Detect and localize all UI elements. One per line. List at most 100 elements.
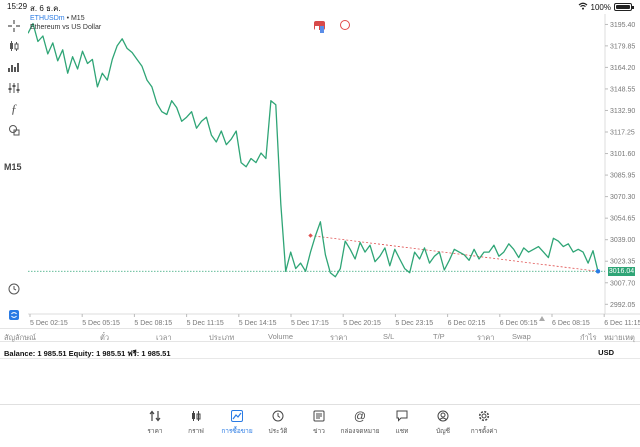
price-tick-label: 3085.95 (610, 173, 635, 180)
crosshair-icon[interactable] (4, 17, 24, 35)
chart-toolbar: ƒ M15 (0, 14, 28, 328)
indicators-icon[interactable] (4, 58, 24, 76)
tab-label: ราคา (147, 428, 163, 435)
chart-description: Ethereum vs US Dollar (30, 24, 102, 31)
balance-summary: Balance: 1 985.51 Equity: 1 985.51 ฟรี: … (4, 349, 171, 358)
price-chart[interactable]: 3195.40 3179.85 3164.20 3148.55 3132.90 3117.… (28, 14, 640, 328)
tab-label: กล่องจดหมาย (340, 428, 380, 435)
col-profit: กำไร (580, 333, 597, 342)
time-tick-label: 6 Dec 02:15 (448, 320, 486, 327)
price-series-line (28, 22, 599, 278)
price-tick-label: 3007.70 (610, 280, 635, 287)
depth-of-market-icon[interactable] (340, 20, 350, 30)
tab-account[interactable]: บัญชี (423, 409, 463, 436)
mailbox-icon: @ (353, 409, 367, 423)
tab-label: แชท (395, 428, 409, 435)
last-price-point (595, 269, 601, 274)
tab-chart[interactable]: กราฟ (176, 409, 216, 436)
settings-icon (477, 409, 491, 423)
col-type: ประเภท (209, 333, 235, 342)
account-balance-row: Balance: 1 985.51 Equity: 1 985.51 ฟรี: … (0, 344, 640, 359)
status-bar: 15:29 ส. 6 ธ.ค. 100% (0, 0, 640, 14)
battery-percent: 100% (590, 2, 611, 12)
col-symbol: สัญลักษณ์ (4, 333, 37, 342)
account-currency: USD (598, 348, 614, 357)
price-tick-label: 3164.20 (610, 65, 635, 72)
col-tp: T/P (433, 332, 445, 341)
col-time: เวลา (156, 333, 172, 342)
chat-icon (395, 409, 409, 423)
account-icon (436, 409, 450, 423)
col-price-current: ราคา (477, 333, 495, 342)
shapes-icon[interactable] (4, 121, 24, 139)
tab-trade[interactable]: การซื้อขาย (217, 409, 257, 436)
one-click-trade-icon[interactable] (314, 21, 325, 33)
status-date: ส. 6 ธ.ค. (30, 4, 61, 13)
tab-settings[interactable]: การตั้งค่า (464, 409, 504, 436)
time-tick-label: 5 Dec 23:15 (395, 320, 433, 327)
time-tick-label: 5 Dec 20:15 (343, 320, 381, 327)
col-swap: Swap (512, 332, 531, 341)
price-tick-label: 3195.40 (610, 22, 635, 29)
chart-canvas[interactable]: 3195.40 3179.85 3164.20 3148.55 3132.90 3117.… (28, 14, 640, 328)
settings-sliders-icon[interactable] (4, 79, 24, 97)
scroll-end-icon (539, 316, 545, 321)
trade-table-header: สัญลักษณ์ ตั๋ว เวลา ประเภท Volume ราคา S… (0, 328, 640, 342)
col-comment: หมายเหตุ (604, 333, 635, 342)
tab-label: ข่าว (313, 428, 325, 435)
col-price: ราคา (330, 333, 348, 342)
chart-symbol: ETHUSDm (30, 15, 65, 22)
col-ticket: ตั๋ว (100, 333, 110, 342)
timeframe-label[interactable]: M15 (4, 162, 22, 172)
history-icon (271, 409, 285, 423)
wifi-icon (578, 2, 588, 12)
price-tick-label: 3132.90 (610, 108, 635, 115)
chart-symbol-label: ETHUSDm • M15 (30, 15, 85, 22)
price-tick-label: 3054.65 (610, 216, 635, 223)
news-icon (312, 409, 326, 423)
overlay-marker (308, 233, 313, 238)
tab-news[interactable]: ข่าว (299, 409, 339, 436)
status-time: 15:29 (7, 2, 28, 11)
overlay-trend-line (310, 235, 599, 272)
quotes-icon (148, 409, 162, 423)
price-tick-label: 3117.25 (610, 130, 635, 137)
col-volume: Volume (268, 332, 294, 341)
current-price-badge: 3016.04 (608, 266, 635, 276)
price-tick-label: 3070.30 (610, 194, 635, 201)
time-tick-label: 6 Dec 05:15 (500, 320, 538, 327)
tab-label: การตั้งค่า (470, 428, 498, 435)
trade-icon (230, 409, 244, 423)
price-tick-label: 3101.60 (610, 151, 635, 158)
price-tick-label: 3039.00 (610, 237, 635, 244)
chart-icon (189, 409, 203, 423)
time-tick-label: 5 Dec 08:15 (134, 320, 172, 327)
col-sl: S/L (383, 332, 395, 341)
price-tick-label: 2992.05 (610, 302, 635, 309)
tab-label: กราฟ (188, 428, 204, 435)
time-tick-label: 5 Dec 14:15 (239, 320, 277, 327)
time-tick-label: 5 Dec 11:15 (187, 320, 224, 327)
price-tick-label: 3179.85 (610, 43, 635, 50)
tab-label: การซื้อขาย (221, 428, 253, 435)
price-tick-label: 3148.55 (610, 86, 635, 93)
tab-mailbox[interactable]: @ กล่องจดหมาย (340, 409, 380, 436)
sync-icon[interactable] (4, 306, 24, 324)
clock-refresh-icon[interactable] (4, 280, 24, 298)
function-icon[interactable]: ƒ (10, 101, 18, 116)
chart-timeframe: M15 (70, 15, 85, 22)
battery-icon (614, 3, 634, 11)
tab-chat[interactable]: แชท (382, 409, 422, 436)
time-tick-label: 5 Dec 17:15 (291, 320, 329, 327)
price-tick-label: 3023.35 (610, 259, 635, 266)
candlestick-icon[interactable] (4, 37, 24, 55)
bottom-tab-bar: ราคา กราฟ การซื้อขาย ประวัติ ข่าว @ กล่อ… (0, 404, 640, 447)
time-tick-label: 6 Dec 11:15 (604, 320, 640, 327)
tab-quotes[interactable]: ราคา (135, 409, 175, 436)
tab-history[interactable]: ประวัติ (258, 409, 298, 436)
tab-label: ประวัติ (268, 428, 288, 435)
time-tick-label: 5 Dec 05:15 (82, 320, 120, 327)
time-tick-label: 6 Dec 08:15 (552, 320, 590, 327)
tab-label: บัญชี (435, 428, 451, 435)
status-right: 100% (578, 2, 634, 12)
